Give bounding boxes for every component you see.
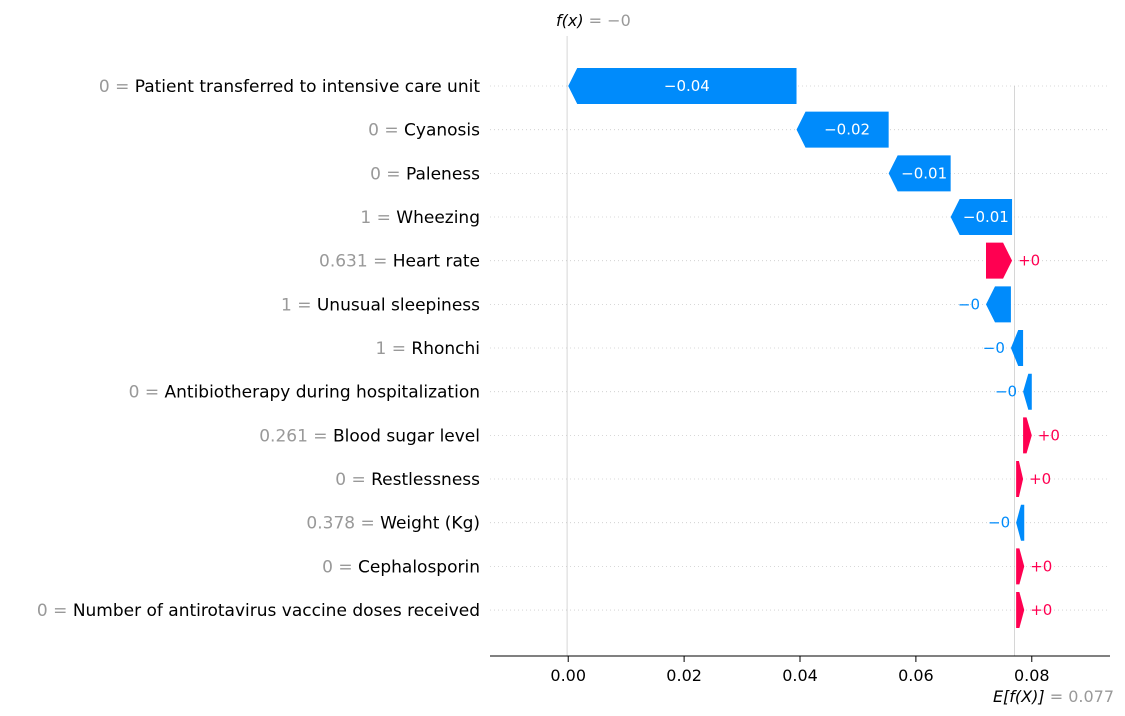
feature-labels: 0 = Patient transferred to intensive car…	[37, 77, 1060, 621]
positive-contribution-bar	[1023, 417, 1032, 454]
negative-contribution-bar	[1023, 373, 1032, 410]
bar-value-label: +0	[1030, 557, 1052, 575]
feature-value: 0.378	[306, 514, 355, 534]
feature-equals: =	[371, 208, 396, 228]
x-tick-label: 0.04	[782, 666, 818, 685]
bar-value-label: +0	[1038, 426, 1060, 444]
bar-value-label: +0	[1029, 470, 1051, 488]
positive-contribution-bar	[1016, 548, 1025, 585]
bar-value-label: −0	[988, 514, 1010, 532]
x-tick-label: 0.06	[898, 666, 934, 685]
feature-name: Antibiotherapy during hospitalization	[165, 383, 481, 403]
feature-value: 1	[281, 295, 292, 315]
feature-value: 0	[322, 557, 333, 577]
feature-label: 0 = Patient transferred to intensive car…	[99, 77, 480, 97]
feature-label: 1 = Rhonchi	[376, 339, 481, 359]
feature-equals: =	[110, 77, 135, 97]
positive-contribution-bar	[1016, 592, 1025, 629]
x-tick-label: 0.00	[550, 666, 586, 685]
positive-contribution-bar	[986, 242, 1013, 279]
positive-contribution-bar	[1016, 461, 1024, 498]
feature-name: Blood sugar level	[333, 426, 480, 446]
feature-label: 0 = Cyanosis	[368, 121, 480, 141]
feature-name: Cyanosis	[404, 121, 480, 141]
feature-equals: =	[368, 252, 393, 272]
efx-annotation: E[f(X)] = 0.077	[993, 687, 1114, 706]
efx-equals: =	[1045, 687, 1069, 706]
feature-label: 0 = Antibiotherapy during hospitalizatio…	[129, 383, 480, 403]
bar-value-label: +0	[1018, 252, 1040, 270]
feature-name: Unusual sleepiness	[317, 295, 480, 315]
fx-label: f(x) = −0	[556, 11, 631, 30]
feature-value: 1	[376, 339, 387, 359]
bar-value-label: −0.02	[824, 121, 870, 139]
contribution-bars	[568, 68, 1032, 629]
feature-value: 0.631	[319, 252, 368, 272]
bar-value-label: −0.04	[664, 77, 710, 95]
feature-label: 0 = Cephalosporin	[322, 557, 480, 577]
x-tick-label: 0.02	[666, 666, 702, 685]
fx-name: f(x)	[556, 11, 584, 30]
feature-equals: =	[346, 470, 371, 490]
feature-equals: =	[379, 121, 404, 141]
negative-contribution-bar	[888, 155, 951, 192]
feature-label: 0 = Paleness	[370, 164, 480, 184]
feature-equals: =	[333, 557, 358, 577]
efx-value: 0.077	[1068, 687, 1114, 706]
feature-equals: =	[292, 295, 317, 315]
efx-label: E[f(X)] = 0.077	[993, 687, 1114, 706]
bar-value-label: −0	[958, 295, 980, 313]
feature-label: 1 = Wheezing	[360, 208, 480, 228]
negative-contribution-bar	[1010, 330, 1024, 367]
x-axis: 0.00 0.02 0.04 0.06 0.08	[490, 655, 1110, 685]
negative-contribution-bar	[568, 68, 797, 104]
feature-equals: =	[139, 383, 164, 403]
feature-value: 0	[368, 121, 379, 141]
feature-value: 0	[335, 470, 346, 490]
fx-annotation: f(x) = −0	[556, 11, 631, 30]
feature-name: Rhonchi	[411, 339, 480, 359]
bar-value-label: −0.01	[901, 164, 947, 182]
efx-name: E[f(X)]	[993, 687, 1045, 706]
feature-equals: =	[355, 514, 380, 534]
feature-name: Wheezing	[396, 208, 480, 228]
feature-equals: =	[381, 164, 406, 184]
feature-value: 0	[129, 383, 140, 403]
feature-value: 0	[37, 601, 48, 621]
x-tick-label: 0.08	[1014, 666, 1050, 685]
feature-label: 0 = Number of antirotavirus vaccine dose…	[37, 601, 480, 621]
negative-contribution-bar	[986, 286, 1011, 323]
feature-label: 0.631 = Heart rate	[319, 252, 480, 272]
bar-value-label: −0.01	[963, 208, 1009, 226]
reference-lines	[566, 36, 1015, 656]
feature-value: 1	[360, 208, 371, 228]
feature-name: Number of antirotavirus vaccine doses re…	[73, 601, 480, 621]
feature-name: Paleness	[406, 164, 480, 184]
feature-equals: =	[308, 426, 333, 446]
feature-name: Restlessness	[371, 470, 480, 490]
feature-name: Patient transferred to intensive care un…	[135, 77, 481, 97]
feature-equals: =	[386, 339, 411, 359]
feature-label: 1 = Unusual sleepiness	[281, 295, 480, 315]
negative-contribution-bar	[1016, 504, 1025, 541]
negative-contribution-bar	[950, 199, 1013, 236]
feature-name: Cephalosporin	[358, 557, 480, 577]
bar-value-label: −0	[995, 383, 1017, 401]
feature-label: 0.261 = Blood sugar level	[259, 426, 480, 446]
feature-name: Heart rate	[393, 252, 480, 272]
feature-label: 0.378 = Weight (Kg)	[306, 514, 480, 534]
bar-value-label: −0	[983, 339, 1005, 357]
feature-name: Weight (Kg)	[380, 514, 480, 534]
bar-value-label: +0	[1030, 601, 1052, 619]
fx-equals: =	[584, 11, 608, 30]
fx-value: −0	[607, 11, 631, 30]
negative-contribution-bar	[796, 111, 889, 148]
feature-label: 0 = Restlessness	[335, 470, 480, 490]
feature-equals: =	[48, 601, 73, 621]
feature-value: 0	[99, 77, 110, 97]
feature-value: 0	[370, 164, 381, 184]
feature-value: 0.261	[259, 426, 308, 446]
